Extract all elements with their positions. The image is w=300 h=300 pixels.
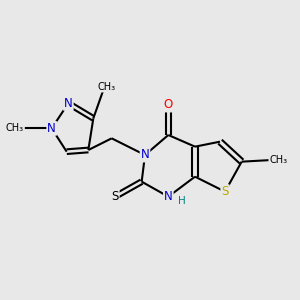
Text: N: N — [164, 190, 173, 203]
Text: CH₃: CH₃ — [269, 155, 287, 165]
Text: CH₃: CH₃ — [98, 82, 116, 92]
Text: S: S — [111, 190, 119, 203]
Text: N: N — [141, 148, 149, 161]
Text: H: H — [178, 196, 185, 206]
Text: O: O — [164, 98, 173, 112]
Text: N: N — [64, 97, 73, 110]
Text: CH₃: CH₃ — [6, 123, 24, 133]
Text: S: S — [221, 185, 229, 198]
Text: N: N — [47, 122, 56, 135]
